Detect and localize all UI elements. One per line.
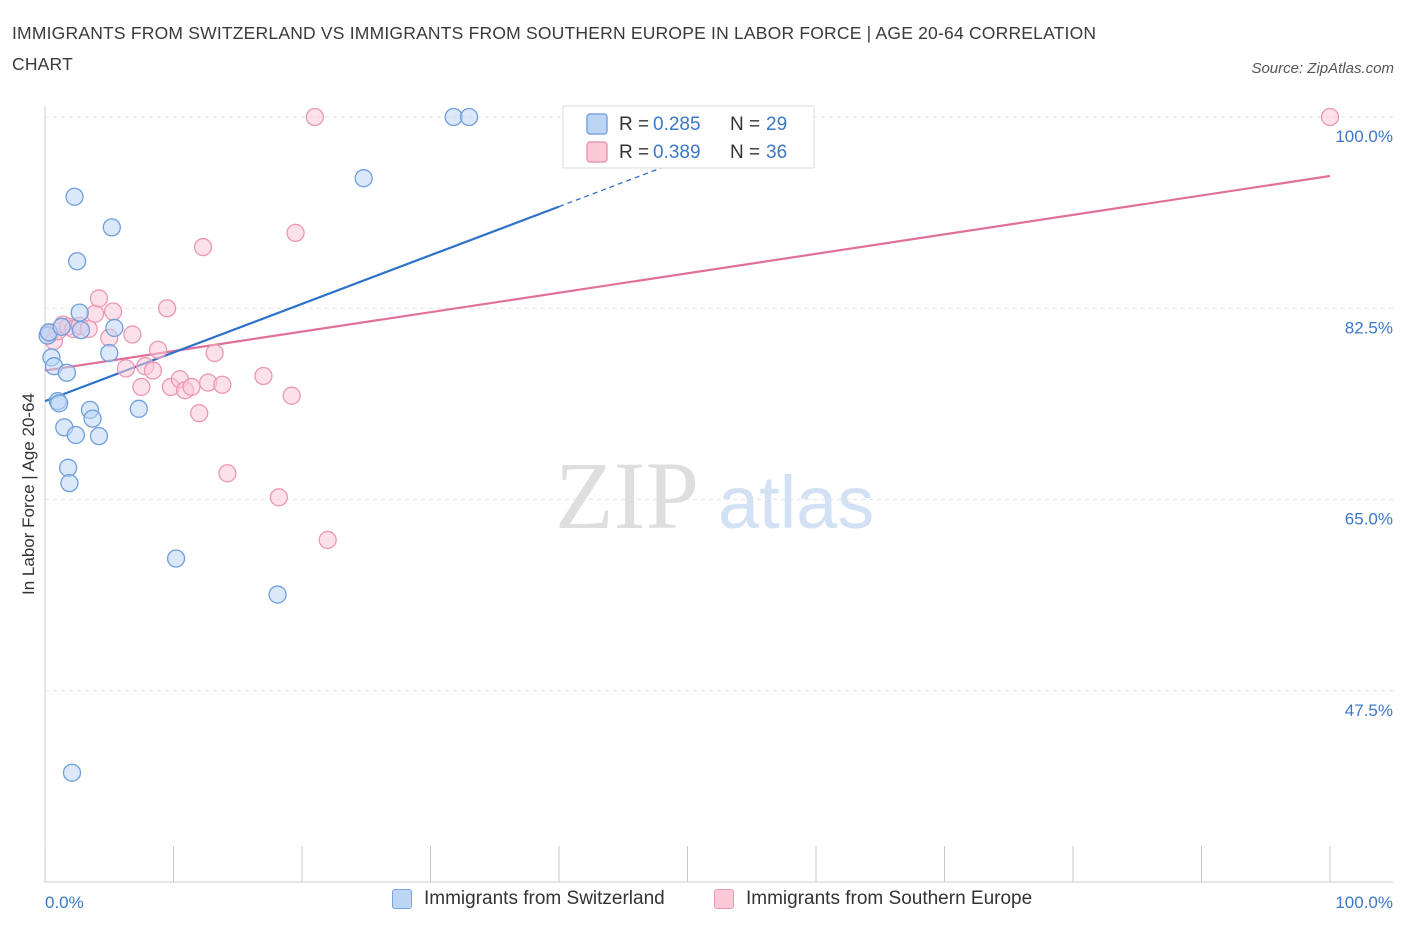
data-point-switzerland	[65, 187, 84, 206]
data-point-switzerland	[102, 218, 121, 237]
legend-r-label-2: R =	[619, 142, 649, 163]
x-tick-label-end: 100.0%	[1335, 893, 1393, 912]
data-point-southern-europe	[193, 237, 213, 257]
legend-swatch-pink	[714, 889, 734, 909]
legend-item-switzerland: Immigrants from Switzerland	[392, 888, 665, 910]
data-point-switzerland	[459, 107, 479, 127]
trend-line-southern-europe	[44, 174, 1331, 372]
legend-n-label-1: N =	[730, 114, 760, 135]
data-point-switzerland	[62, 763, 82, 782]
legend-swatch-southern-europe	[586, 141, 608, 163]
data-point-switzerland	[49, 394, 69, 413]
data-point-switzerland	[444, 107, 463, 127]
legend-r-value-1: 0.285	[653, 114, 701, 135]
data-point-switzerland	[354, 169, 373, 188]
data-point-southern-europe	[157, 299, 177, 318]
data-point-switzerland	[58, 458, 78, 477]
legend-swatch-switzerland	[586, 113, 608, 135]
data-point-switzerland	[129, 399, 148, 418]
legend-r-label-1: R =	[619, 114, 649, 135]
legend-swatch-blue	[392, 889, 412, 909]
y-axis-label: In Labor Force | Age 20-64	[19, 393, 38, 595]
y-tick-label: 82.5%	[1345, 318, 1393, 337]
correlation-legend: R = 0.285 N = 29 R = 0.389 N = 36	[562, 105, 815, 169]
data-point-switzerland	[83, 409, 102, 428]
legend-label-southern-europe: Immigrants from Southern Europe	[746, 888, 1033, 909]
data-point-switzerland	[89, 426, 109, 446]
data-point-southern-europe	[148, 340, 168, 359]
data-point-southern-europe	[182, 377, 201, 397]
y-tick-label: 47.5%	[1345, 701, 1393, 720]
data-point-switzerland	[67, 252, 87, 271]
legend-n-value-2: 36	[766, 142, 787, 163]
data-point-switzerland	[105, 318, 124, 338]
data-point-southern-europe	[282, 386, 301, 405]
switzerland-points	[38, 107, 479, 782]
data-point-switzerland	[166, 549, 186, 568]
y-tick-label: 100.0%	[1335, 127, 1393, 146]
data-point-southern-europe	[286, 223, 305, 242]
data-point-switzerland	[66, 425, 85, 445]
data-point-southern-europe	[143, 361, 163, 380]
data-point-switzerland	[100, 343, 119, 363]
data-point-southern-europe	[305, 107, 325, 127]
chart-title: IMMIGRANTS FROM SWITZERLAND VS IMMIGRANT…	[12, 23, 1097, 74]
data-point-southern-europe	[89, 289, 109, 308]
legend-n-value-1: 29	[766, 114, 787, 135]
x-tick-label-start: 0.0%	[45, 893, 84, 912]
data-point-southern-europe	[132, 377, 151, 397]
data-point-southern-europe	[85, 304, 105, 323]
data-point-southern-europe	[116, 359, 136, 378]
data-point-southern-europe	[213, 375, 232, 394]
x-ticks	[44, 846, 1331, 882]
source-note: Source: ZipAtlas.com	[1251, 60, 1394, 77]
data-point-southern-europe	[205, 343, 224, 363]
series-legend: Immigrants from Switzerland Immigrants f…	[0, 888, 1406, 918]
data-point-southern-europe	[1320, 107, 1340, 127]
data-point-switzerland	[268, 585, 287, 604]
legend-label-switzerland: Immigrants from Switzerland	[424, 888, 665, 909]
trend-line-switzerland-extension	[558, 152, 701, 208]
data-point-switzerland	[57, 363, 76, 382]
watermark-atlas: atlas	[718, 461, 874, 544]
data-point-southern-europe	[269, 488, 289, 507]
data-point-switzerland	[52, 317, 71, 336]
data-point-southern-europe	[318, 530, 337, 550]
data-point-southern-europe	[254, 366, 273, 386]
data-point-southern-europe	[218, 464, 237, 483]
y-tick-label: 65.0%	[1345, 510, 1393, 529]
gridlines	[45, 116, 1393, 692]
data-point-southern-europe	[103, 302, 123, 321]
trend-lines	[44, 152, 1331, 403]
data-point-switzerland	[60, 473, 79, 493]
y-tick-labels: 47.5% 65.0% 82.5% 100.0%	[1335, 127, 1393, 720]
data-point-southern-europe	[123, 325, 142, 344]
axes	[44, 106, 1393, 883]
data-point-switzerland	[70, 303, 89, 322]
legend-item-southern-europe: Immigrants from Southern Europe	[714, 888, 1032, 910]
legend-r-value-2: 0.389	[653, 142, 701, 163]
data-point-switzerland	[71, 320, 91, 340]
data-point-southern-europe	[190, 404, 209, 423]
watermark-zip: ZIP	[555, 442, 699, 549]
legend-n-label-2: N =	[730, 142, 760, 163]
